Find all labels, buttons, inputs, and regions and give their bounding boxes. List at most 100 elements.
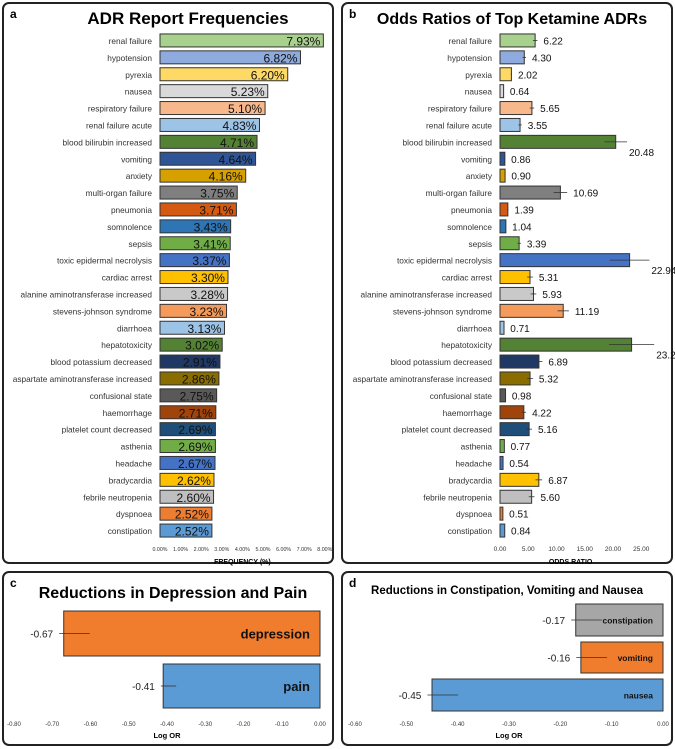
x-tick-label: 25.00 [633, 546, 650, 553]
data-label: 5.93 [542, 290, 562, 301]
bar [159, 286, 229, 301]
category-label: haemorrhage [103, 408, 153, 418]
category-label: vomiting [461, 154, 492, 164]
category-label: diarrhoea [457, 323, 492, 333]
bar [159, 455, 216, 470]
bar [499, 489, 533, 504]
data-label: 4.22 [532, 408, 552, 419]
bar [159, 270, 229, 285]
x-tick-label: 7.00% [297, 547, 312, 553]
bar [499, 117, 521, 132]
bar [499, 455, 504, 470]
category-label: renal failure [109, 36, 153, 46]
panel-c-title: Reductions in Depression and Pain [39, 585, 308, 602]
bar [159, 50, 301, 65]
category-label: toxic epidermal necrolysis [57, 256, 152, 266]
category-label: constipation [448, 526, 493, 536]
category-label: headache [456, 458, 493, 468]
data-label: -0.16 [547, 654, 570, 665]
panel-d-letter: d [349, 576, 356, 590]
data-label: 3.39 [527, 239, 547, 250]
data-label: 4.16% [209, 170, 243, 184]
category-label: hypotension [447, 53, 492, 63]
category-label: cardiac arrest [102, 273, 153, 283]
data-label: 2.71% [179, 406, 213, 420]
x-tick-label: 3.00% [214, 547, 229, 553]
bar [159, 219, 232, 234]
x-axis-label: Log OR [495, 731, 523, 740]
bar [159, 84, 269, 99]
x-tick-label: -0.60 [348, 722, 362, 728]
category-label: asthenia [461, 442, 493, 452]
data-label: 4.71% [220, 136, 254, 150]
bar [499, 168, 506, 183]
category-label: hypotension [107, 53, 152, 63]
data-label: -0.41 [132, 682, 155, 693]
x-tick-label: -0.50 [122, 722, 136, 728]
data-label: -0.17 [542, 616, 565, 627]
category-label: stevens-johnson syndrome [53, 306, 153, 316]
data-label: 3.55 [528, 121, 548, 132]
data-label: 5.60 [540, 493, 560, 504]
x-tick-label: 6.00% [276, 547, 291, 553]
bar [159, 489, 215, 504]
bar [499, 472, 540, 487]
category-label: cardiac arrest [442, 273, 493, 283]
bar [159, 388, 218, 403]
data-label: 6.87 [548, 476, 568, 487]
category-label: hepatotoxicity [441, 340, 493, 350]
category-label: haemorrhage [443, 408, 493, 418]
bar [159, 320, 225, 335]
bar [159, 185, 238, 200]
bar [159, 117, 260, 132]
x-tick-label: -0.80 [7, 722, 21, 728]
category-label: confusional state [90, 391, 153, 401]
data-label: 0.98 [512, 391, 532, 402]
data-label: 4.64% [219, 153, 253, 167]
category-label: constipation [108, 526, 153, 536]
bar-category-label: nausea [624, 691, 654, 701]
data-label: -0.67 [30, 630, 53, 641]
category-label: sepsis [128, 239, 152, 249]
bar [159, 506, 213, 521]
category-label: alanine aminotransferase increased [21, 289, 153, 299]
data-label: 3.43% [194, 220, 228, 234]
x-tick-label: -0.20 [553, 722, 567, 728]
bar [499, 84, 505, 99]
category-label: anxiety [466, 171, 493, 181]
category-label: renal failure [449, 36, 493, 46]
bar [499, 320, 505, 335]
bar [499, 270, 531, 285]
x-tick-label: -0.10 [275, 722, 289, 728]
x-axis-label: FREQUENCY (%) [214, 559, 271, 566]
category-label: toxic epidermal necrolysis [397, 256, 492, 266]
data-label: 2.60% [177, 491, 211, 505]
x-axis-label: Log OR [153, 731, 181, 740]
x-tick-label: -0.40 [451, 722, 465, 728]
data-label: 0.54 [509, 459, 529, 470]
data-label: 1.39 [514, 205, 534, 216]
data-label: 2.69% [178, 423, 212, 437]
data-label: 2.52% [175, 525, 209, 539]
data-label: 22.94 [651, 266, 675, 277]
bar [159, 303, 228, 318]
bar [159, 134, 258, 149]
data-label: 7.93% [286, 34, 320, 48]
bar-category-label: constipation [602, 616, 653, 626]
x-tick-label: 4.00% [235, 547, 250, 553]
data-label: 6.22 [543, 36, 563, 47]
data-label: 3.13% [187, 322, 221, 336]
data-label: 0.71 [510, 324, 530, 335]
category-label: bradycardia [449, 475, 493, 485]
data-label: 3.28% [191, 288, 225, 302]
x-tick-label: 15.00 [577, 546, 594, 553]
data-label: 6.89 [548, 358, 568, 369]
bar [499, 67, 512, 82]
bar [499, 134, 617, 149]
category-label: hepatotoxicity [101, 340, 153, 350]
category-label: aspartate aminotransferase increased [13, 374, 153, 384]
category-label: respiratory failure [428, 104, 492, 114]
bar [159, 371, 220, 386]
data-label: 11.19 [575, 307, 600, 318]
bar [499, 50, 525, 65]
